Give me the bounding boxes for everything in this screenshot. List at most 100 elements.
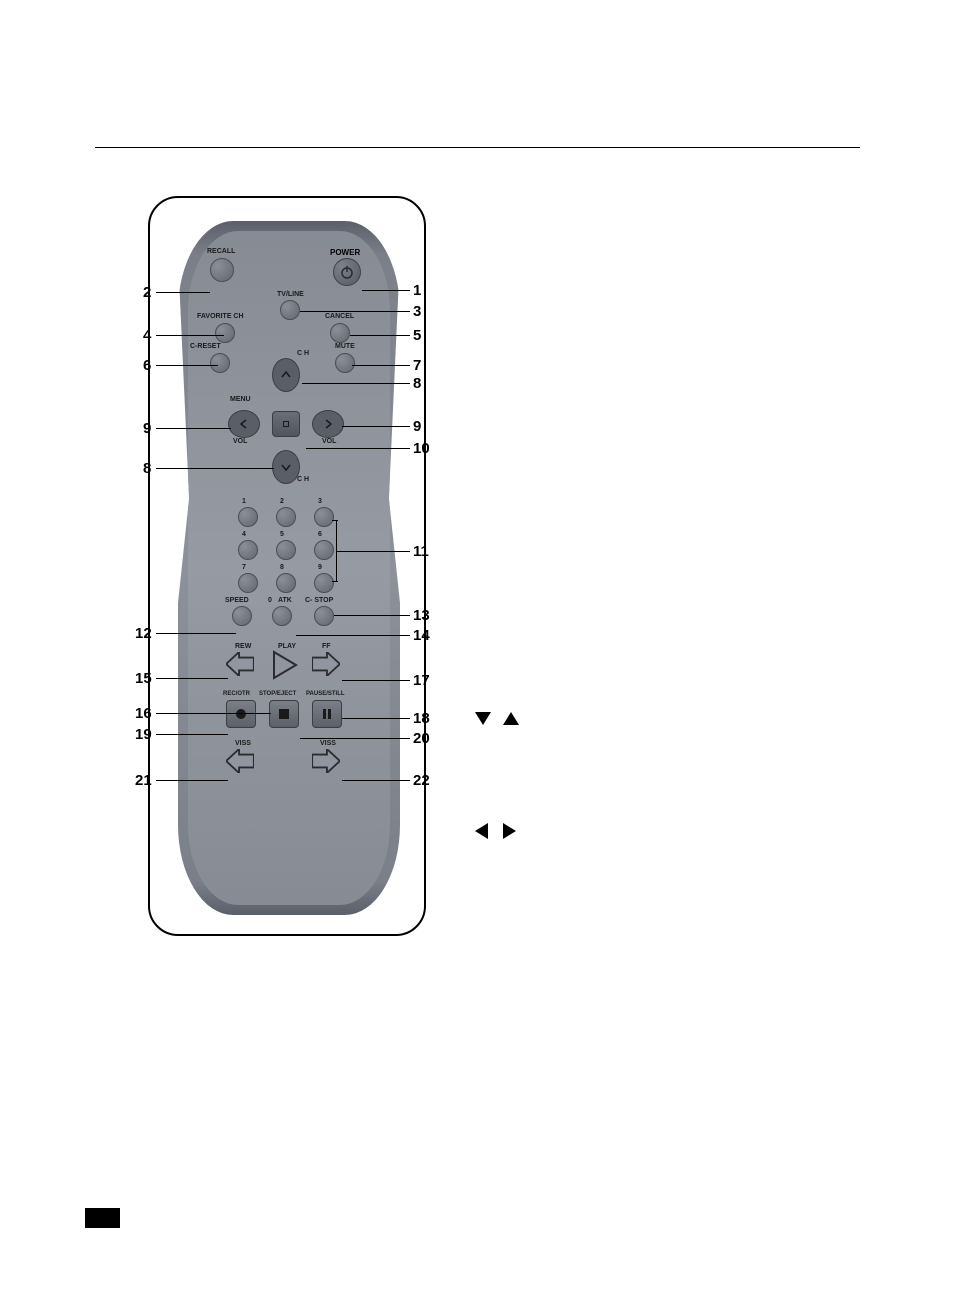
callout-21: 21: [135, 772, 152, 789]
key-4[interactable]: [238, 540, 258, 560]
power-icon: [339, 264, 355, 280]
viss-right-button[interactable]: [312, 749, 340, 773]
key-2[interactable]: [276, 507, 296, 527]
callout-18: 18: [413, 710, 430, 727]
key-0-atk[interactable]: [272, 606, 292, 626]
label-rec-otr: REC/OTR: [223, 691, 250, 697]
key-7-label: 7: [242, 564, 246, 571]
label-speed: SPEED: [225, 597, 249, 604]
ff-button[interactable]: [312, 652, 340, 676]
callout-14: 14: [413, 627, 430, 644]
key-3-label: 3: [318, 498, 322, 505]
label-stop-eject: STOP/EJECT: [259, 691, 296, 697]
key-7[interactable]: [238, 573, 258, 593]
vol-up-button[interactable]: [312, 410, 344, 438]
pause-icon: [321, 708, 333, 720]
callout-16-line: [156, 713, 271, 714]
label-vol-left: VOL: [233, 438, 247, 445]
callout-6-line: [156, 365, 218, 366]
callout-1: 1: [413, 282, 421, 299]
callout-13-line: [334, 615, 410, 616]
stop-eject-button[interactable]: [269, 700, 299, 728]
chevron-up-icon: [280, 369, 292, 381]
label-rew: REW: [235, 643, 251, 650]
label-tvline: TV/LINE: [277, 291, 304, 298]
key-9[interactable]: [314, 573, 334, 593]
callout-19-line: [156, 734, 228, 735]
tvline-button[interactable]: [280, 300, 300, 320]
recall-button[interactable]: [210, 258, 234, 282]
key-3[interactable]: [314, 507, 334, 527]
triangle-right-icon: [503, 823, 516, 839]
horizontal-divider: [95, 147, 860, 148]
label-atk: ATK: [278, 597, 292, 604]
key-5-label: 5: [280, 531, 284, 538]
callout-4-line: [156, 335, 224, 336]
callout-11-tick2: [332, 581, 338, 582]
speed-button[interactable]: [232, 606, 252, 626]
chevron-down-icon: [280, 461, 292, 473]
callout-3-line: [300, 311, 410, 312]
favorite-ch-button[interactable]: [215, 323, 235, 343]
key-1[interactable]: [238, 507, 258, 527]
callout-5-line: [350, 335, 410, 336]
callout-20: 20: [413, 730, 430, 747]
pause-still-button[interactable]: [312, 700, 342, 728]
c-reset-button[interactable]: [210, 353, 230, 373]
callout-22: 22: [413, 772, 430, 789]
label-cancel: CANCEL: [325, 313, 354, 320]
key-9-label: 9: [318, 564, 322, 571]
label-ch-bottom: C H: [297, 476, 309, 483]
label-play: PLAY: [278, 643, 296, 650]
label-ch-top: C H: [297, 350, 309, 357]
viss-left-button[interactable]: [226, 749, 254, 773]
label-pause-still: PAUSE/STILL: [306, 691, 345, 697]
callout-1-line: [362, 290, 410, 291]
callout-20-line: [300, 738, 410, 739]
callout-2: 2: [143, 284, 151, 301]
triangle-down-icon: [475, 712, 491, 725]
callout-8r-line: [302, 383, 410, 384]
ch-up-button[interactable]: [272, 358, 300, 392]
callout-9r-line: [342, 426, 410, 427]
callout-11-tick1: [332, 520, 338, 521]
callout-9-right: 9: [413, 418, 421, 435]
power-button[interactable]: [333, 258, 361, 286]
rew-button[interactable]: [226, 652, 254, 676]
callout-9-left: 9: [143, 420, 151, 437]
label-ff: FF: [322, 643, 331, 650]
label-mute: MUTE: [335, 343, 355, 350]
chevron-right-icon: [322, 418, 334, 430]
play-button[interactable]: [270, 650, 300, 680]
cancel-button[interactable]: [330, 323, 350, 343]
callout-22-line: [342, 780, 410, 781]
callout-4: 4: [143, 327, 151, 344]
callout-12: 12: [135, 625, 152, 642]
callout-5: 5: [413, 327, 421, 344]
record-icon: [236, 709, 246, 719]
callout-6: 6: [143, 357, 151, 374]
key-6[interactable]: [314, 540, 334, 560]
key-5[interactable]: [276, 540, 296, 560]
ch-down-button[interactable]: [272, 450, 300, 484]
rec-otr-button[interactable]: [226, 700, 256, 728]
callout-19: 19: [135, 726, 152, 743]
page-number-box: [85, 1208, 120, 1228]
callout-8-right: 8: [413, 375, 421, 392]
label-c-stop: C- STOP: [305, 597, 333, 604]
callout-18-line: [342, 718, 410, 719]
triangle-left-icon: [475, 823, 488, 839]
mute-button[interactable]: [335, 353, 355, 373]
key-8[interactable]: [276, 573, 296, 593]
key-6-label: 6: [318, 531, 322, 538]
callout-16: 16: [135, 705, 152, 722]
callout-12-line: [156, 633, 236, 634]
vol-down-button[interactable]: [228, 410, 260, 438]
key-2-label: 2: [280, 498, 284, 505]
callout-10: 10: [413, 440, 430, 457]
callout-2-line: [156, 292, 210, 293]
menu-center-button[interactable]: [272, 411, 300, 437]
c-stop-button[interactable]: [314, 606, 334, 626]
label-recall: RECALL: [207, 248, 235, 255]
callout-8-left: 8: [143, 460, 151, 477]
